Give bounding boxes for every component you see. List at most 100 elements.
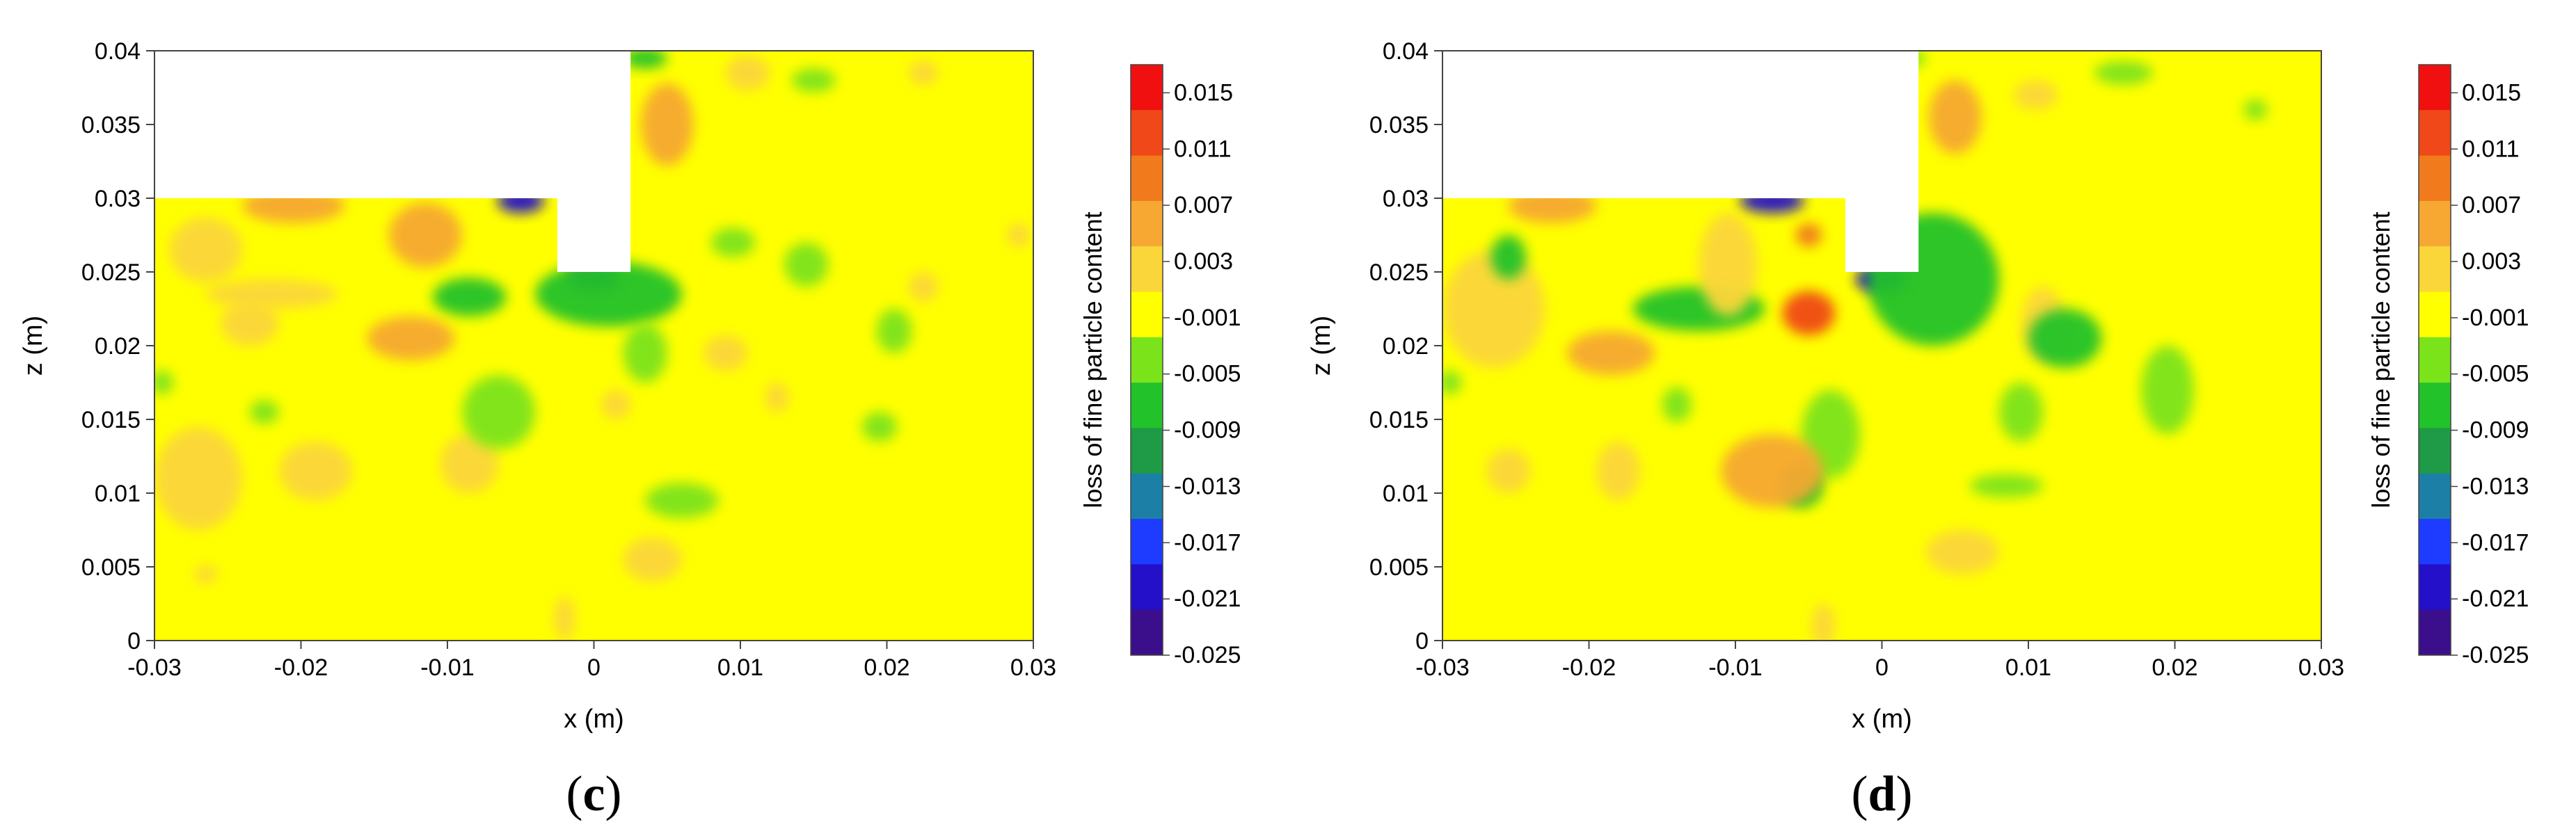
x-tick-label: -0.03 [1415,654,1470,681]
heatmap-chart-d: -0.03 -0.02 -0.01 0 0.01 0.02 0.03 0 0.005 0.01 0.… [1307,38,2529,821]
contour-region [909,272,939,302]
colorbar-label: loss of fine particle content [2367,211,2395,508]
x-tick-label: 0.01 [2005,654,2051,681]
colorbar-tick-label: 0.007 [1174,192,1233,218]
colorbar-segment [1131,155,1163,202]
colorbar-segment [2419,519,2451,565]
contour-region [154,426,243,530]
contour-region [2243,99,2268,120]
y-tick-label: 0.035 [81,112,141,138]
contour-region [645,483,719,519]
colorbar-label: loss of fine particle content [1079,211,1107,508]
y-tick-label: 0.005 [1369,554,1429,581]
colorbar-segment [2419,200,2451,247]
contour-region [623,323,667,383]
colorbar-tick-label: -0.017 [2462,529,2529,556]
contour-region [1795,223,1822,247]
colorbar-segment [1131,473,1163,520]
colorbar-tick-label: 0.015 [1174,79,1233,106]
contour-region [1720,434,1824,508]
colorbar-segment [2419,564,2451,611]
footing-mask [1442,51,1919,272]
x-tick-label: 0.02 [864,654,909,681]
contour-region [876,309,912,353]
y-axis-label: z (m) [1307,316,1336,376]
colorbar-tick-label: 0.003 [1174,248,1233,275]
colorbar-frame [2418,64,2451,656]
heatmap-chart-c: -0.03 -0.02 -0.01 0 0.01 0.02 0.03 0 0.005 0.01 0.… [19,38,1241,821]
colorbar-tick-label: -0.005 [1174,361,1241,387]
colorbar-tick-label: 0.011 [1174,136,1232,162]
colorbar-tick-label: 0.011 [2462,136,2520,162]
contour-region [432,278,507,316]
colorbar-tick-label: 0.007 [2462,192,2521,218]
x-axis-label: x (m) [1852,705,1912,734]
contour-region [1486,449,1531,493]
y-tick-label: 0.03 [1383,186,1429,212]
contour-region [169,217,243,282]
panel-caption: (c) [566,766,622,821]
colorbar-segment [2419,337,2451,383]
colorbar-segment [2419,291,2451,338]
colorbar-tick-label: -0.021 [2462,586,2529,612]
colorbar-tick-label: -0.013 [2462,473,2529,499]
contour-region [278,441,353,501]
contour-region [193,565,218,584]
y-tick-label: 0.015 [1369,407,1429,433]
contour-region [1969,474,2044,498]
contour-region [710,227,756,257]
colorbar-segment [2419,155,2451,202]
x-tick-label: -0.03 [127,654,182,681]
y-tick-label: 0.015 [81,407,141,433]
contour-region [2013,80,2058,110]
x-tick-label: 0 [587,654,601,681]
x-tick-label: 0.03 [1010,654,1056,681]
colorbar-tick-label: -0.021 [1174,586,1241,612]
y-tick-label: 0.005 [81,554,141,581]
x-tick-label: -0.02 [274,654,328,681]
contour-region [249,400,279,424]
contour-region [784,242,829,287]
x-axis-label: x (m) [564,705,624,734]
x-tick-label: -0.01 [420,654,475,681]
contour-region [554,596,575,641]
colorbar-segment [1131,519,1163,565]
colorbar-segment [1131,383,1163,428]
colorbar-tick-label: -0.001 [1174,305,1241,331]
colorbar-tick-label: -0.013 [1174,473,1241,499]
colorbar-segment [2419,473,2451,520]
contour-region [2141,345,2194,435]
x-tick-label: 0.02 [2152,654,2197,681]
y-tick-label: 0.02 [1383,333,1429,360]
colorbar-segment [2419,110,2451,156]
colorbar-tick-label: -0.009 [1174,417,1241,444]
colorbar-segment [2419,428,2451,474]
y-tick-label: 0.035 [1369,112,1429,138]
colorbar-tick-label: 0.003 [2462,248,2521,275]
colorbar-tick-label: -0.009 [2462,417,2529,444]
contour-region [220,301,279,346]
colorbar-segment [2419,609,2451,656]
y-tick-label: 0.025 [1369,259,1429,286]
y-tick-label: 0.04 [1383,38,1429,65]
y-tick-label: 0.01 [1383,481,1429,507]
y-tick-label: 0.03 [95,186,141,212]
y-tick-label: 0 [127,628,141,654]
contour-region [1782,291,1836,336]
contour-region [462,375,536,449]
contour-region [601,389,631,419]
x-tick-label: 0.01 [717,654,763,681]
contour-region [1442,250,1545,368]
x-tick-label: 0 [1875,654,1889,681]
contour-region [154,371,174,394]
contour-region [725,55,770,91]
contour-region [623,51,667,69]
y-tick-label: 0 [1415,628,1429,654]
contour-region [367,316,455,361]
chart-panel-c: -0.03 -0.02 -0.01 0 0.01 0.02 0.03 0 0.005 0.01 0.… [19,38,1241,821]
colorbar-segment [1131,564,1163,611]
x-tick-label: -0.02 [1562,654,1616,681]
colorbar-segment [1131,246,1163,293]
colorbar-segment [2419,383,2451,428]
contour-region [1566,330,1655,376]
